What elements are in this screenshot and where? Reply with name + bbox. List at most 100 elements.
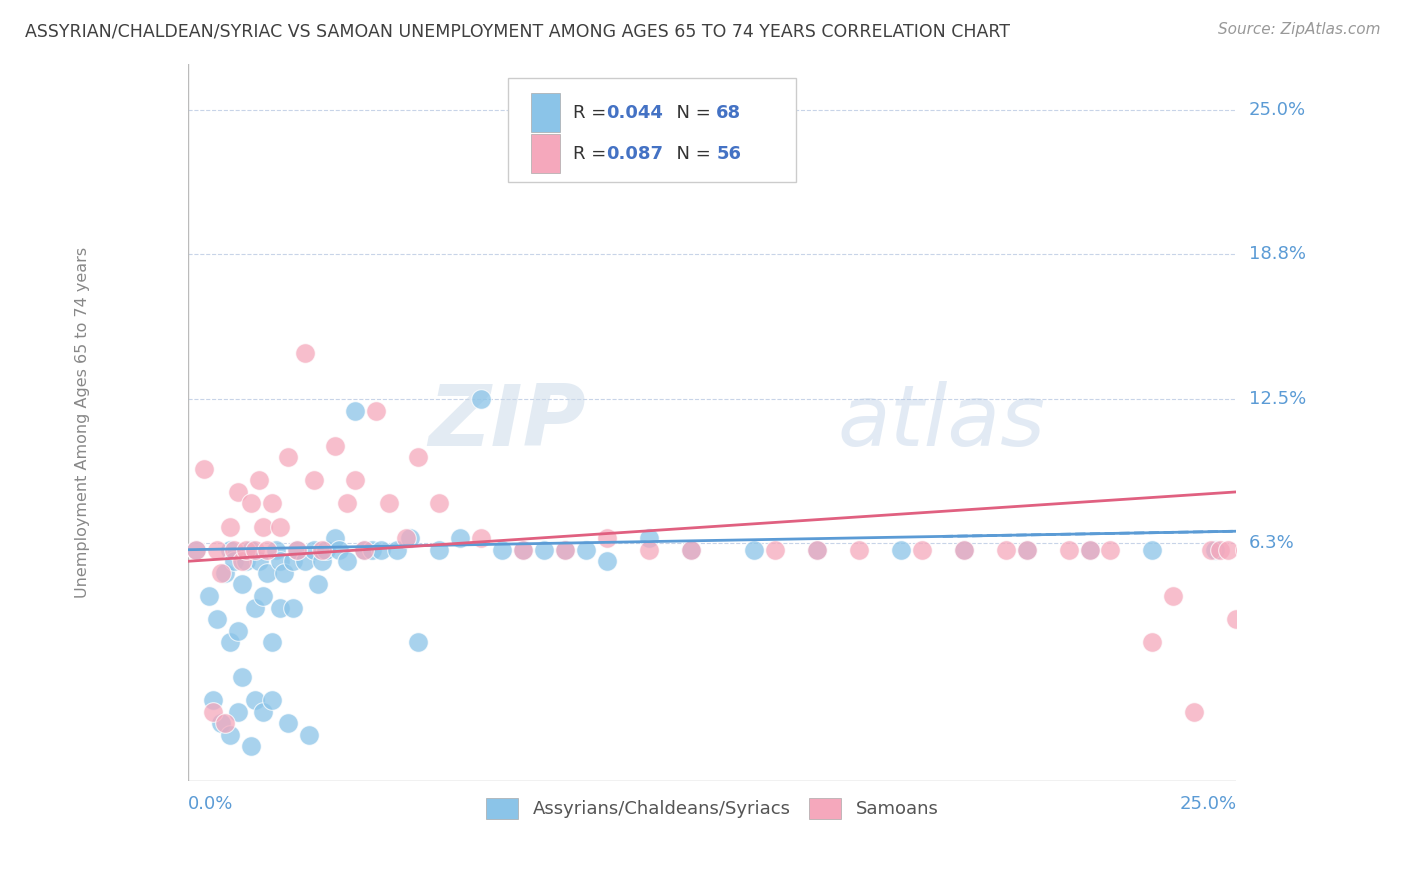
Point	[638, 531, 661, 545]
Point	[1182, 705, 1205, 719]
Point	[239, 542, 262, 557]
Point	[994, 542, 1017, 557]
Point	[281, 554, 304, 568]
Point	[235, 542, 257, 557]
Point	[285, 542, 308, 557]
Point	[361, 542, 384, 557]
Point	[679, 542, 702, 557]
Point	[302, 542, 325, 557]
Point	[218, 728, 240, 742]
Point	[512, 542, 534, 557]
Text: 6.3%: 6.3%	[1249, 533, 1295, 552]
Text: 56: 56	[716, 145, 741, 163]
Point	[260, 693, 283, 707]
Point	[209, 716, 232, 731]
Point	[1078, 542, 1101, 557]
Point	[243, 693, 266, 707]
Point	[311, 542, 333, 557]
Point	[269, 519, 291, 533]
Point	[395, 531, 418, 545]
Point	[596, 554, 619, 568]
Point	[269, 600, 291, 615]
Point	[260, 496, 283, 510]
Point	[193, 462, 215, 476]
Point	[1225, 612, 1247, 626]
Text: 25.0%: 25.0%	[1180, 795, 1236, 813]
Point	[742, 542, 765, 557]
Point	[1233, 542, 1256, 557]
Point	[226, 705, 249, 719]
Point	[214, 716, 236, 731]
Point	[184, 542, 207, 557]
Point	[370, 542, 392, 557]
Point	[260, 635, 283, 649]
Point	[247, 474, 270, 488]
Point	[264, 542, 287, 557]
Point	[596, 531, 619, 545]
Point	[205, 612, 228, 626]
Point	[387, 542, 409, 557]
Point	[952, 542, 974, 557]
Point	[470, 392, 492, 407]
Text: 68: 68	[716, 103, 741, 122]
Point	[1078, 542, 1101, 557]
Point	[1142, 542, 1164, 557]
Point	[408, 635, 430, 649]
Point	[243, 542, 266, 557]
Point	[222, 542, 245, 557]
Text: 0.087: 0.087	[606, 145, 664, 163]
Point	[252, 519, 274, 533]
Text: ZIP: ZIP	[429, 381, 586, 464]
Point	[226, 484, 249, 499]
Point	[298, 728, 321, 742]
Point	[1208, 542, 1230, 557]
Point	[323, 531, 346, 545]
Point	[336, 554, 359, 568]
Point	[294, 554, 316, 568]
Point	[235, 554, 257, 568]
Point	[449, 531, 471, 545]
Point	[231, 577, 253, 591]
Point	[222, 554, 245, 568]
Point	[323, 439, 346, 453]
Point	[336, 496, 359, 510]
Bar	[530, 93, 560, 132]
Text: N =: N =	[665, 145, 716, 163]
Point	[638, 542, 661, 557]
Point	[911, 542, 934, 557]
Point	[184, 542, 207, 557]
Point	[269, 554, 291, 568]
Point	[302, 474, 325, 488]
Point	[344, 404, 367, 418]
Point	[399, 531, 422, 545]
Point	[277, 716, 299, 731]
Text: atlas: atlas	[838, 381, 1046, 464]
Point	[353, 542, 375, 557]
Point	[218, 635, 240, 649]
Point	[277, 450, 299, 465]
Text: R =: R =	[572, 103, 612, 122]
Point	[256, 542, 278, 557]
Point	[378, 496, 401, 510]
Point	[281, 600, 304, 615]
Point	[1015, 542, 1038, 557]
Point	[427, 496, 450, 510]
Point	[294, 346, 316, 360]
Text: 0.044: 0.044	[606, 103, 664, 122]
Point	[307, 577, 329, 591]
Point	[256, 566, 278, 580]
Point	[1204, 542, 1226, 557]
FancyBboxPatch shape	[508, 78, 796, 182]
Point	[806, 542, 828, 557]
Point	[315, 542, 337, 557]
Point	[247, 554, 270, 568]
Point	[328, 542, 350, 557]
Point	[311, 554, 333, 568]
Point	[218, 542, 240, 557]
Text: N =: N =	[665, 103, 716, 122]
Point	[353, 542, 375, 557]
Point	[1216, 542, 1239, 557]
Point	[218, 519, 240, 533]
Point	[1057, 542, 1080, 557]
Point	[226, 624, 249, 638]
